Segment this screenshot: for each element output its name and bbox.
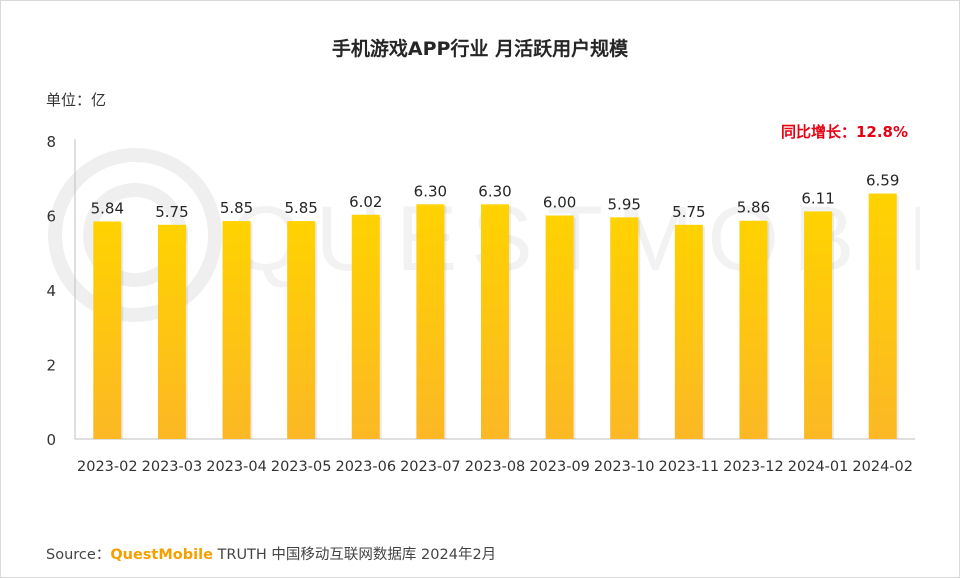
bar [222,221,251,439]
value-label: 6.30 [478,182,511,200]
y-tick-label: 8 [46,133,56,151]
value-label: 6.02 [349,193,382,211]
value-label: 6.30 [414,182,447,200]
x-tick-label: 2023-12 [723,459,784,475]
value-label: 6.11 [801,189,834,207]
source-prefix: Source： [46,547,111,563]
bar [804,211,833,439]
bar [416,204,445,439]
y-tick-label: 6 [46,208,56,226]
value-label: 5.86 [737,199,770,217]
x-axis: 2023-02 2023-03 2023-04 2023-05 2023-06 2023-… [75,438,915,475]
x-tick-label: 2023-09 [529,459,590,475]
x-tick-label: 2023-07 [400,459,461,475]
bar [868,193,897,439]
bar [739,220,768,439]
x-tick-label: 2024-02 [852,459,913,475]
x-tick-label: 2023-10 [594,459,655,475]
x-tick-label: 2023-04 [206,459,267,475]
bar [610,217,639,439]
bar [674,224,703,439]
bars: 5.84 5.75 5.85 5.85 6.02 6.30 6.30 6.00 5.95 5.75… [91,172,899,439]
value-label: 5.75 [672,203,705,221]
value-label: 5.95 [608,195,641,213]
bar [481,204,509,439]
y-tick-label: 0 [46,431,56,449]
value-label: 5.84 [91,199,124,217]
x-tick-label: 2023-05 [271,459,332,475]
value-label: 5.75 [155,203,188,221]
yoy-growth-annotation: 同比增长：12.8% [780,123,908,141]
x-tick-label: 2023-06 [335,459,396,475]
x-tick-label: 2023-03 [142,459,203,475]
x-tick-label: 2023-11 [659,459,720,475]
bar [93,221,122,439]
value-label: 6.59 [866,172,899,190]
x-tick-label: 2024-01 [788,459,849,475]
value-label: 5.85 [220,199,253,217]
y-axis: 0 2 4 6 8 [46,133,76,449]
bar [351,214,380,439]
bar [545,215,574,439]
chart-title: 手机游戏APP行业 月活跃用户规模 [331,38,629,60]
bar [287,221,316,439]
value-label: 5.85 [284,199,317,217]
source-rest: TRUTH 中国移动互联网数据库 2024年2月 [212,547,497,563]
y-tick-label: 4 [46,282,56,300]
x-tick-label: 2023-02 [77,459,138,475]
y-tick-label: 2 [46,357,56,375]
x-tick-label: 2023-08 [465,459,526,475]
unit-label: 单位：亿 [46,91,107,109]
value-label: 6.00 [543,194,576,212]
source-brand: QuestMobile [110,547,213,563]
source-line: Source：QuestMobile TRUTH 中国移动互联网数据库 2024… [46,543,496,564]
bar [157,224,186,439]
